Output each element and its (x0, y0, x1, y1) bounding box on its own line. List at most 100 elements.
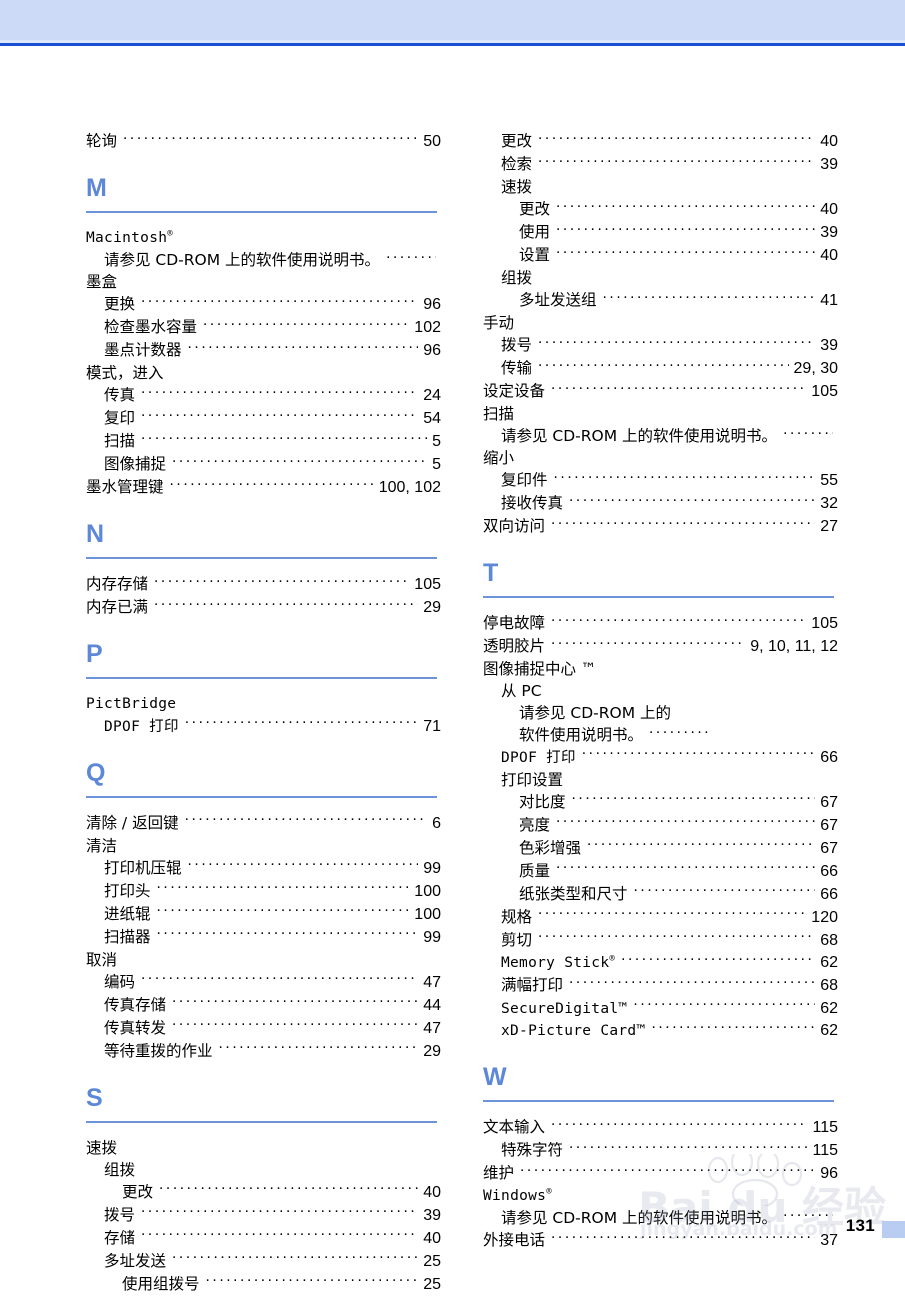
index-entry[interactable]: 更改 40 (86, 1181, 441, 1204)
index-entry[interactable]: 特殊字符 115 (483, 1139, 838, 1162)
index-entry[interactable]: 纸张类型和尺寸 66 (483, 883, 838, 906)
index-entry[interactable]: 进纸辊 100 (86, 903, 441, 926)
index-entry[interactable]: 清洁 (86, 835, 441, 857)
index-entry[interactable]: 传真 24 (86, 384, 441, 407)
index-entry[interactable]: 编码 47 (86, 971, 441, 994)
index-entry-term: Memory Stick® (501, 954, 616, 971)
index-entry[interactable]: 内存已满 29 (86, 596, 441, 619)
index-entry-page: 115 (812, 1142, 838, 1159)
index-entry-term: 更换 (104, 295, 136, 313)
index-entry[interactable]: DPOF 打印 71 (86, 715, 441, 738)
index-entry[interactable]: 手动 (483, 312, 838, 334)
index-entry[interactable]: 图像捕捉 5 (86, 453, 441, 476)
index-entry[interactable]: 打印头 100 (86, 880, 441, 903)
index-entry[interactable]: 传真转发 47 (86, 1017, 441, 1040)
index-entry[interactable]: 墨点计数器 96 (86, 339, 441, 362)
index-entry[interactable]: 请参见 CD-ROM 上的 (483, 702, 838, 724)
index-entry[interactable]: 剪切 68 (483, 929, 838, 952)
index-entry-term: 传真 (104, 386, 136, 404)
index-entry[interactable]: Windows® (483, 1185, 838, 1207)
index-entry[interactable]: 扫描 5 (86, 430, 441, 453)
index-entry[interactable]: 轮询 50 (86, 130, 441, 153)
index-entry[interactable]: 模式，进入 (86, 362, 441, 384)
index-entry[interactable]: 文本输入 115 (483, 1116, 838, 1139)
index-entry[interactable]: 传真存储 44 (86, 994, 441, 1017)
index-entry[interactable]: 传输 29, 30 (483, 357, 838, 380)
index-entry[interactable]: 扫描器 99 (86, 926, 441, 949)
index-entry[interactable]: 组拨 (483, 267, 838, 289)
index-entry[interactable]: 软件使用说明书。 (483, 724, 838, 746)
index-entry[interactable]: 缩小 (483, 447, 838, 469)
index-entry[interactable]: 墨盒 (86, 271, 441, 293)
index-entry[interactable]: 更换 96 (86, 293, 441, 316)
index-entry[interactable]: 接收传真 32 (483, 492, 838, 515)
index-entry[interactable]: 外接电话 37 (483, 1229, 838, 1252)
index-entry[interactable]: 拨号 39 (86, 1204, 441, 1227)
index-entry[interactable]: 更改 40 (483, 198, 838, 221)
index-entry[interactable]: 取消 (86, 949, 441, 971)
index-section-p: P (86, 639, 441, 679)
index-entry-page: 47 (423, 1019, 441, 1037)
index-entry[interactable]: 图像捕捉中心 ™ (483, 658, 838, 680)
index-entry[interactable]: 透明胶片 9, 10, 11, 12 (483, 635, 838, 658)
index-entry[interactable]: PictBridge (86, 693, 441, 715)
index-entry[interactable]: 双向访问 27 (483, 515, 838, 538)
index-entry[interactable]: 请参见 CD-ROM 上的软件使用说明书。 (483, 425, 838, 447)
index-entry-term: 速拨 (86, 1138, 118, 1157)
section-letter: T (483, 559, 499, 587)
index-entry-page: 39 (820, 337, 838, 354)
index-entry[interactable]: 请参见 CD-ROM 上的软件使用说明书。 (86, 249, 441, 271)
index-entry[interactable]: 设定设备 105 (483, 380, 838, 403)
index-entry[interactable]: SecureDigital™ 62 (483, 997, 838, 1020)
dot-leader (783, 1208, 833, 1224)
index-entry[interactable]: 更改 40 (483, 130, 838, 153)
index-entry-term: 满幅打印 (501, 976, 564, 994)
dot-leader (154, 574, 409, 590)
index-entry[interactable]: 速拨 (483, 176, 838, 198)
index-entry[interactable]: 清除 / 返回键 6 (86, 812, 441, 835)
index-entry[interactable]: 检索 39 (483, 153, 838, 176)
index-entry[interactable]: 亮度 67 (483, 814, 838, 837)
index-entry-term: 组拨 (104, 1160, 136, 1179)
index-entry[interactable]: 检查墨水容量 102 (86, 316, 441, 339)
registered-mark: ® (546, 1187, 552, 1198)
index-entry[interactable]: 打印机压辊 99 (86, 857, 441, 880)
index-entry-page: 99 (423, 859, 441, 877)
index-entry[interactable]: 复印件 55 (483, 469, 838, 492)
index-entry[interactable]: 质量 66 (483, 860, 838, 883)
index-entry[interactable]: 规格 120 (483, 906, 838, 929)
index-entry[interactable]: 内存存储 105 (86, 573, 441, 596)
index-entry[interactable]: 多址发送组 41 (483, 289, 838, 312)
index-entry[interactable]: 墨水管理键 100, 102 (86, 476, 441, 499)
index-entry[interactable]: 组拨 (86, 1159, 441, 1181)
index-entry[interactable]: Macintosh® (86, 227, 441, 249)
index-entry[interactable]: 等待重拨的作业 29 (86, 1040, 441, 1063)
index-entry[interactable]: 扫描 (483, 403, 838, 425)
index-entry[interactable]: 多址发送 25 (86, 1250, 441, 1273)
dot-leader (188, 857, 419, 873)
index-entry[interactable]: 使用 39 (483, 221, 838, 244)
index-entry[interactable]: Memory Stick® 62 (483, 952, 838, 975)
index-entry[interactable]: 停电故障 105 (483, 612, 838, 635)
index-entry[interactable]: 复印 54 (86, 407, 441, 430)
index-entry-page: 39 (820, 156, 838, 173)
index-entry[interactable]: 满幅打印 68 (483, 974, 838, 997)
index-entry[interactable]: 存储 40 (86, 1227, 441, 1250)
index-entry-term: 特殊字符 (501, 1141, 564, 1159)
index-entry[interactable]: 速拨 (86, 1137, 441, 1159)
index-entry[interactable]: 从 PC (483, 680, 838, 702)
index-entry[interactable]: 使用组拨号 25 (86, 1273, 441, 1296)
index-entry[interactable]: 色彩增强 67 (483, 837, 838, 860)
dot-leader (634, 883, 816, 899)
index-entry[interactable]: 维护 96 (483, 1162, 838, 1185)
index-entry[interactable]: xD-Picture Card™ 62 (483, 1020, 838, 1043)
index-entry[interactable]: 请参见 CD-ROM 上的软件使用说明书。 (483, 1207, 838, 1229)
index-entry-term: xD-Picture Card™ (501, 1023, 646, 1039)
index-entry[interactable]: 拨号 39 (483, 334, 838, 357)
index-entry[interactable]: 设置 40 (483, 244, 838, 267)
index-entry[interactable]: 打印设置 (483, 769, 838, 791)
index-entry[interactable]: 对比度 67 (483, 791, 838, 814)
index-entry[interactable]: DPOF 打印 66 (483, 746, 838, 769)
dot-leader (556, 245, 815, 261)
